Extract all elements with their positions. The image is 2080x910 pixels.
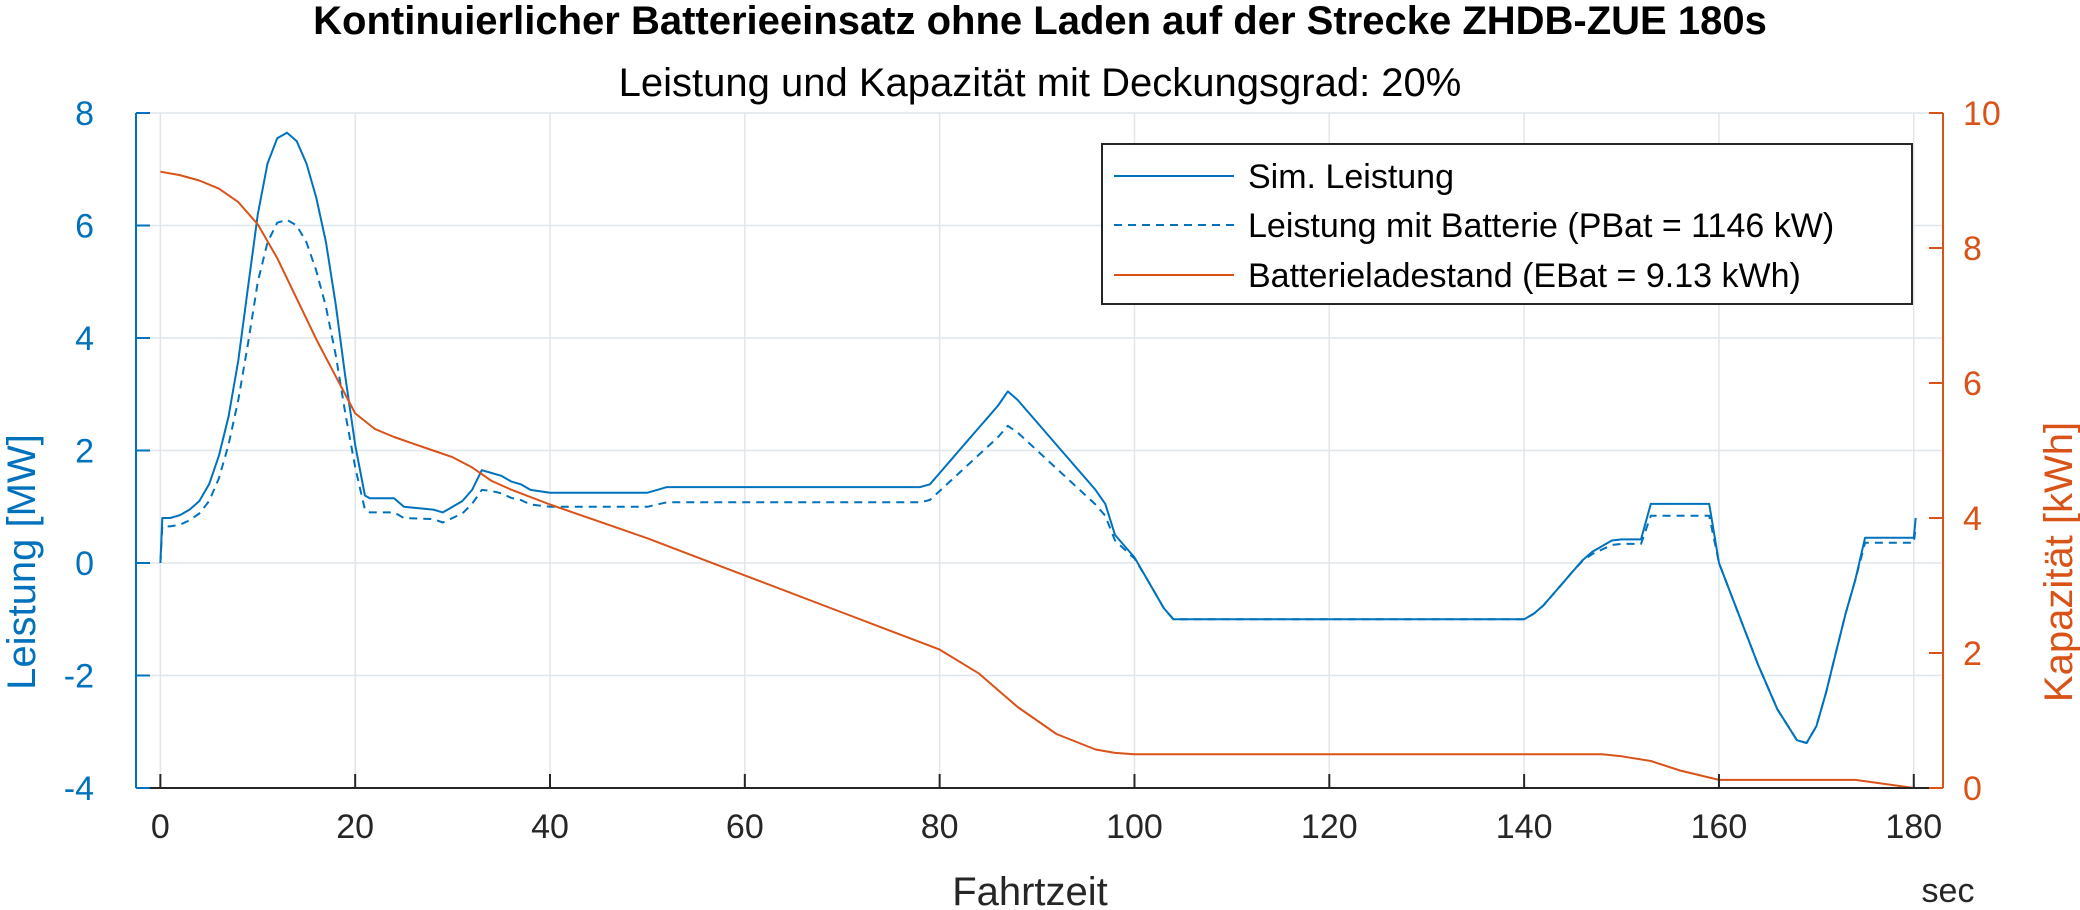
chart-title: Kontinuierlicher Batterieeinsatz ohne La… [313, 0, 1767, 43]
y-right-tick-label: 10 [1963, 95, 2001, 133]
legend-box [1101, 143, 1913, 305]
y-axis-right-label: Kapazität [kWh] [2037, 422, 2080, 702]
x-tick-label: 180 [1885, 808, 1942, 846]
y-right-tick-label: 8 [1963, 230, 1982, 268]
y-right-tick-label: 0 [1963, 770, 1982, 808]
legend-entry-batterieladestand: Batterieladestand (EBat = 9.13 kWh) [1248, 257, 1801, 295]
x-axis-unit: sec [1922, 872, 1975, 910]
series-batterieladestand [160, 170, 1914, 789]
x-tick-label: 20 [336, 808, 374, 846]
x-tick-label: 120 [1301, 808, 1358, 846]
series-sim-leistung [159, 131, 1917, 744]
y-axis-left-label: Leistung [MW] [0, 434, 44, 690]
legend: Sim. Leistung Leistung mit Batterie (PBa… [1101, 143, 1913, 305]
x-axis-label: Fahrtzeit [952, 870, 1108, 910]
x-tick-label: 60 [726, 808, 764, 846]
y-left-tick-label: 2 [75, 433, 94, 471]
x-tick-label: 140 [1496, 808, 1553, 846]
y-left-tick-label: 8 [75, 95, 94, 133]
y-left-tick-label: 0 [75, 545, 94, 583]
y-left-tick-label: 6 [75, 208, 94, 246]
y-right-tick-label: 4 [1963, 500, 1982, 538]
axes [135, 112, 1944, 789]
series-leistung-mit-batterie [159, 218, 1917, 744]
x-tick-label: 80 [921, 808, 959, 846]
y-left-tick-label: -2 [64, 658, 94, 696]
y-right-tick-label: 2 [1963, 635, 1982, 673]
legend-entry-sim-leistung: Sim. Leistung [1248, 158, 1454, 196]
chart-subtitle: Leistung und Kapazität mit Deckungsgrad:… [619, 61, 1462, 105]
x-tick-label: 100 [1106, 808, 1163, 846]
x-tick-label: 0 [151, 808, 170, 846]
x-tick-label: 160 [1691, 808, 1748, 846]
y-right-tick-label: 6 [1963, 365, 1982, 403]
y-left-tick-label: -4 [64, 770, 94, 808]
y-left-tick-label: 4 [75, 320, 94, 358]
plot-lines [159, 131, 1917, 789]
legend-entry-leistung-mit-batterie: Leistung mit Batterie (PBat = 1146 kW) [1248, 207, 1834, 245]
x-tick-label: 40 [531, 808, 569, 846]
